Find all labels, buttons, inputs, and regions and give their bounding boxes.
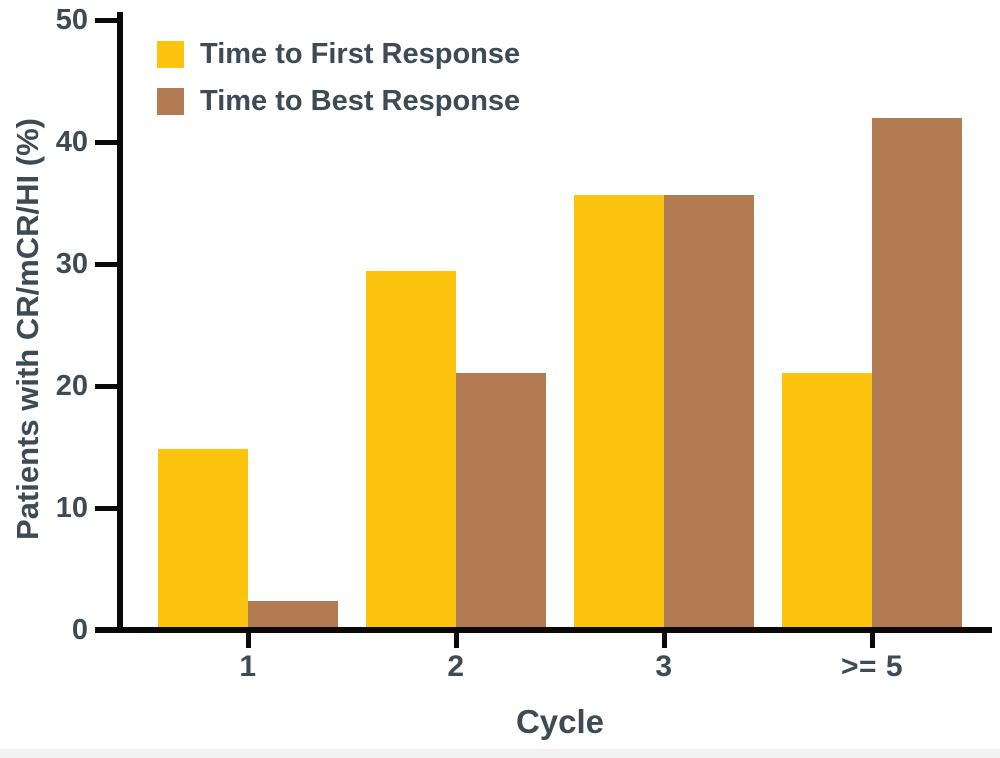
y-axis-title: Patients with CR/mCR/HI (%) — [10, 118, 45, 540]
y-axis-tick-10 — [95, 506, 119, 511]
y-axis-tick-50 — [95, 18, 119, 23]
y-axis-tick-label-40: 40 — [55, 126, 88, 158]
bar-time-to-first-response-cycle-1 — [158, 449, 248, 627]
bar-time-to-best-response-cycle-2 — [456, 373, 546, 627]
bar-time-to-first-response-cycle-3 — [574, 195, 664, 627]
x-axis-label-1: 1 — [239, 650, 257, 683]
x-axis-label-2: 2 — [447, 650, 465, 683]
x-axis-line — [95, 627, 992, 633]
legend-item-time-to-best-response: Time to Best Response — [157, 87, 520, 116]
bar-time-to-best-response-cycle-1 — [248, 601, 338, 627]
bar-time-to-best-response-cycle-3 — [664, 195, 754, 627]
y-axis-tick-40 — [95, 140, 119, 145]
y-axis-tick-label-50: 50 — [55, 4, 88, 36]
x-axis-title: Cycle — [515, 703, 605, 740]
x-axis-tick-3 — [662, 633, 667, 648]
y-axis-tick-30 — [95, 262, 119, 267]
legend-item-time-to-first-response: Time to First Response — [157, 40, 520, 69]
y-axis-tick-label-30: 30 — [55, 248, 88, 280]
x-axis-tick-5 — [870, 633, 875, 648]
y-axis-tick-0 — [95, 628, 119, 633]
bar-time-to-first-response-cycle-2 — [366, 271, 456, 627]
legend-swatch-best-response-icon — [157, 88, 184, 115]
y-axis-tick-label-0: 0 — [71, 614, 88, 646]
bar-time-to-best-response-cycle-5 — [872, 118, 962, 627]
x-axis-label-3: 3 — [655, 650, 673, 683]
legend-label-best-response: Time to Best Response — [200, 85, 521, 117]
bar-time-to-first-response-cycle-5 — [782, 373, 872, 627]
legend: Time to First Response Time to Best Resp… — [157, 40, 520, 116]
y-axis-tick-20 — [95, 384, 119, 389]
legend-swatch-first-response-icon — [157, 41, 184, 68]
x-axis-label-5: >= 5 — [840, 650, 904, 683]
y-axis-tick-label-10: 10 — [55, 492, 88, 524]
x-axis-tick-1 — [246, 633, 251, 648]
y-axis-line — [117, 12, 123, 633]
y-axis-tick-label-20: 20 — [55, 370, 88, 402]
x-axis-tick-2 — [454, 633, 459, 648]
bottom-strip — [0, 749, 1000, 758]
legend-label-first-response: Time to First Response — [200, 38, 521, 70]
